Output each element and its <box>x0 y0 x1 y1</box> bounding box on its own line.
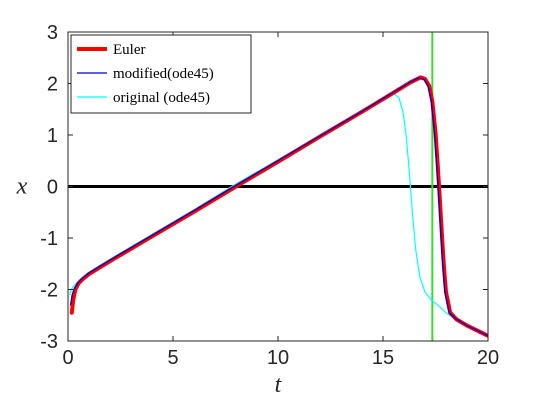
axes: 0 5 10 15 20 -3 -2 -1 0 1 2 3 <box>40 22 499 369</box>
y-tick-label: 3 <box>47 22 58 44</box>
y-tick-label: 2 <box>47 74 58 96</box>
x-tick-label: 10 <box>267 347 289 369</box>
x-tick-label: 20 <box>477 347 499 369</box>
y-tick-label: -2 <box>40 280 58 302</box>
legend-label-1: modified(ode45) <box>113 66 214 82</box>
y-tick-label: -1 <box>40 228 58 250</box>
plot-clip-group <box>68 32 488 341</box>
y-tick-label: 1 <box>47 125 58 147</box>
legend-label-2: original (ode45) <box>113 90 210 106</box>
x-tick-label: 5 <box>167 347 178 369</box>
y-tick-label: -3 <box>40 331 58 353</box>
x-tick-label: 15 <box>372 347 394 369</box>
legend: Euler modified(ode45) original (ode45) <box>70 34 252 114</box>
series-line-1 <box>69 77 488 337</box>
x-tick-label: 0 <box>62 347 73 369</box>
legend-label-0: Euler <box>113 42 145 58</box>
y-axis-label: x <box>16 174 28 200</box>
x-axis-label: t <box>275 372 283 398</box>
y-tick-label: 0 <box>47 177 58 199</box>
